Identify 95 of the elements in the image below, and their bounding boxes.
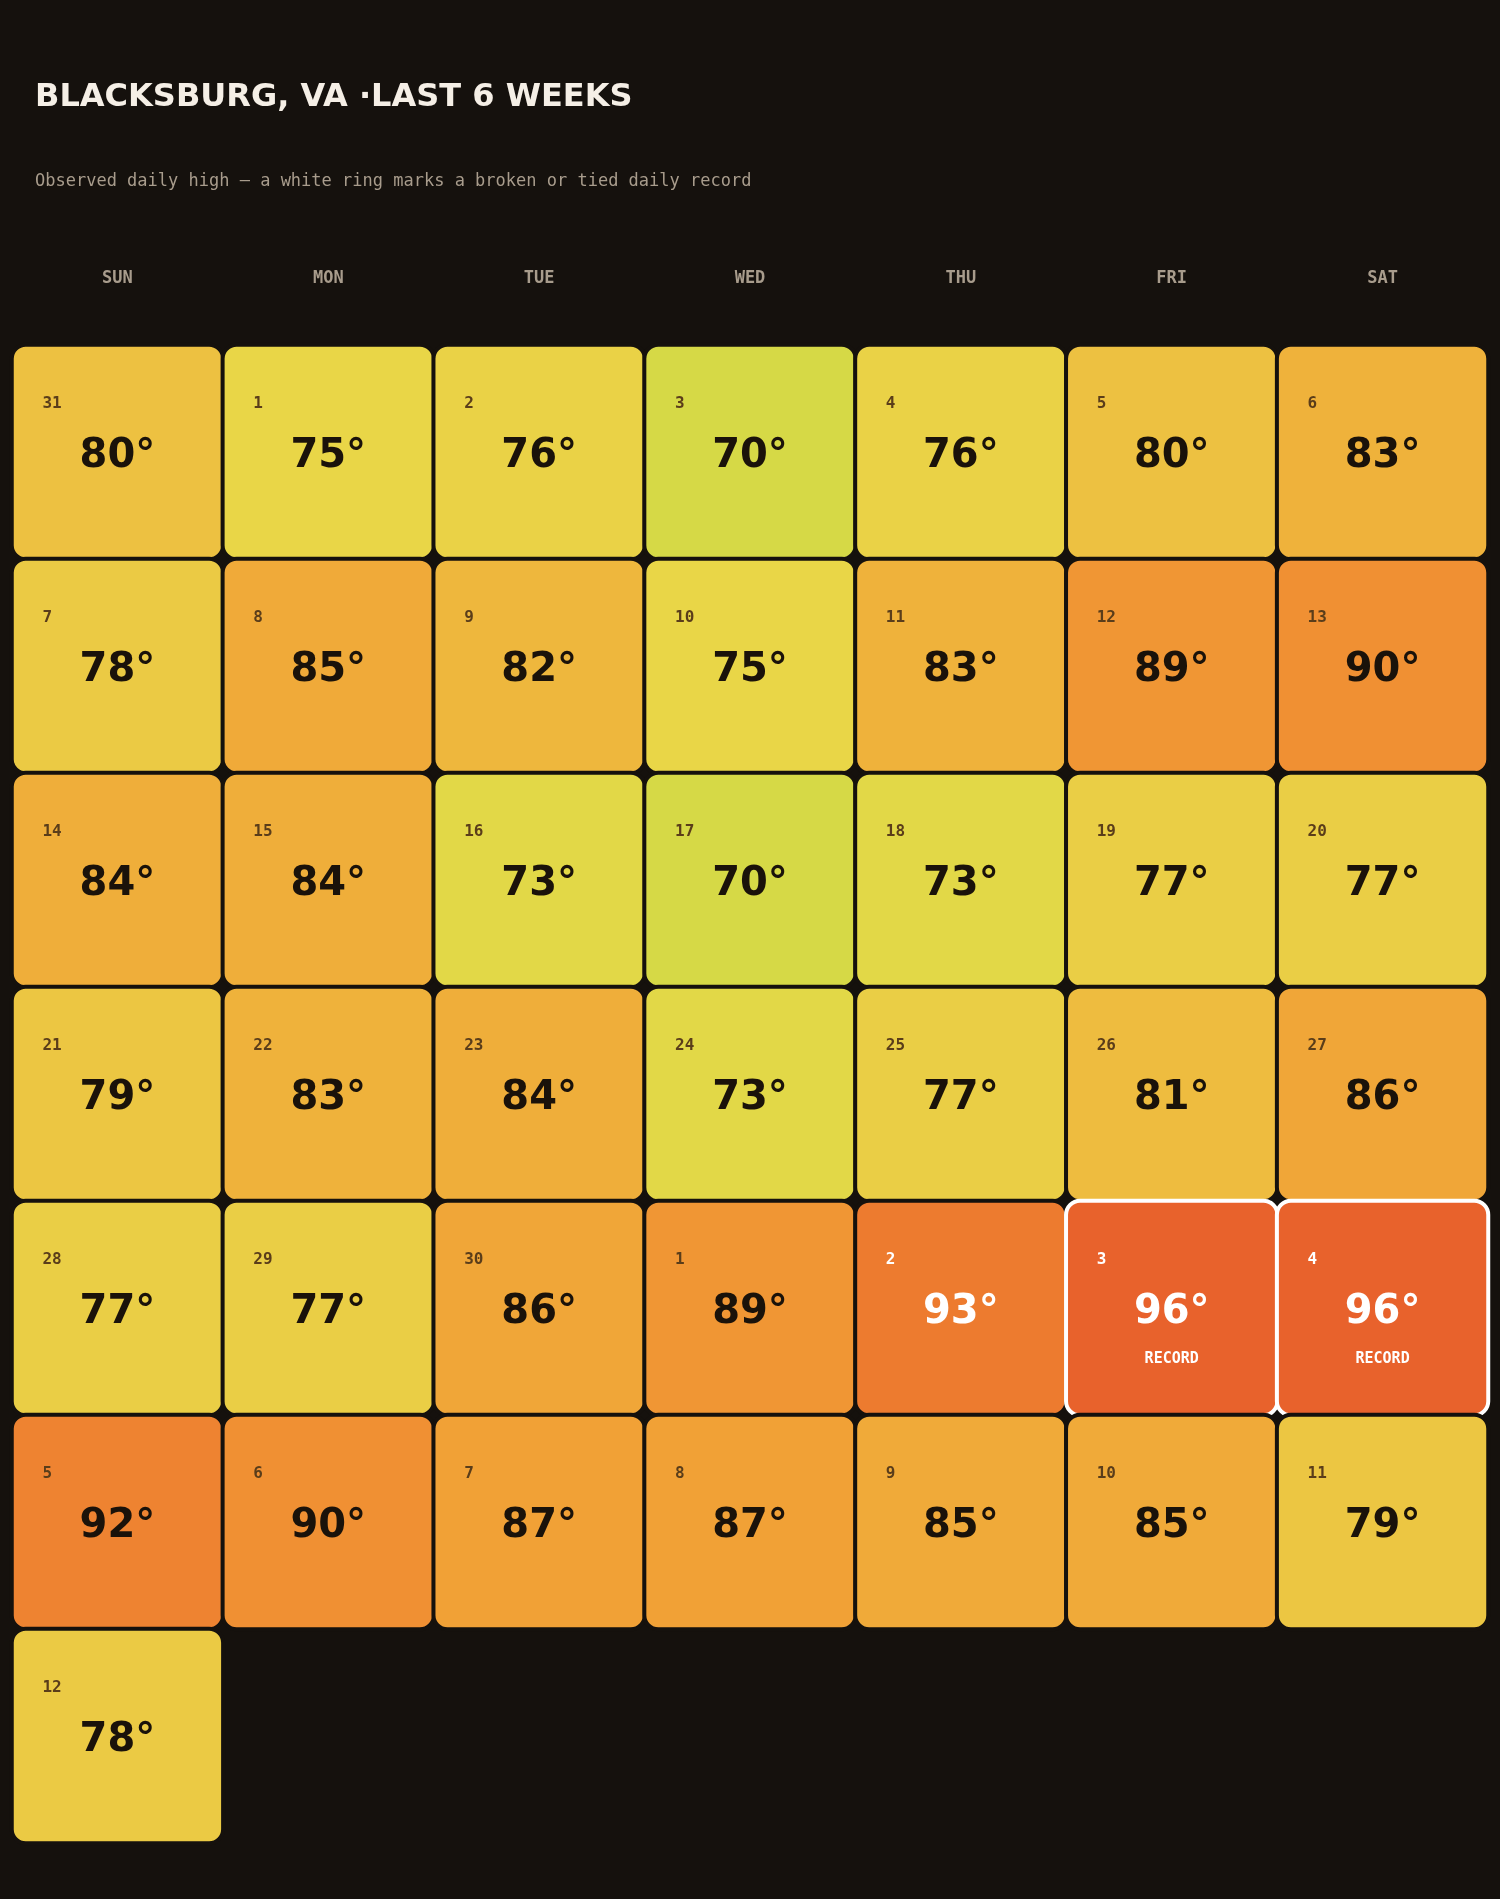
data-label: 86° [1344, 1071, 1421, 1118]
annotation: 21 [42, 1035, 62, 1054]
data-label: 84° [501, 1071, 577, 1118]
data-label: 84° [79, 857, 156, 904]
annotation: 12 [1096, 607, 1116, 626]
data-label: 76° [501, 429, 577, 476]
annotation: 4 [885, 393, 896, 412]
data-label: 84° [290, 857, 367, 904]
data-label: 80° [1133, 429, 1210, 476]
data-label: 90° [290, 1499, 367, 1546]
data-label: 82° [501, 643, 577, 690]
annotation: 6 [253, 1463, 263, 1482]
annotation: 8 [253, 607, 263, 626]
annotation: 19 [1096, 821, 1116, 840]
data-label: 83° [1344, 429, 1421, 476]
annotation: 12 [42, 1677, 62, 1696]
data-label: 83° [290, 1071, 367, 1118]
annotation: 16 [464, 821, 484, 840]
data-label: 90° [1344, 643, 1421, 690]
annotation: 14 [42, 821, 62, 840]
annotation: 9 [885, 1463, 896, 1482]
data-label: 77° [923, 1071, 999, 1118]
annotation: 30 [464, 1249, 484, 1268]
x-tick-label: MON [312, 266, 344, 287]
annotation: 27 [1307, 1035, 1327, 1054]
data-label: 87° [712, 1499, 788, 1546]
annotation: 31 [42, 393, 62, 412]
annotation: 20 [1307, 821, 1327, 840]
data-label: 77° [79, 1285, 156, 1332]
data-label: 73° [501, 857, 577, 904]
annotation: 1 [675, 1249, 685, 1268]
data-label: 77° [1133, 857, 1210, 904]
data-label: 75° [290, 429, 367, 476]
annotation: 28 [42, 1249, 62, 1268]
data-label: 86° [501, 1285, 577, 1332]
data-label: 89° [1133, 643, 1210, 690]
chart-title: BLACKSBURG, VA ·LAST 6 WEEKS [35, 76, 633, 114]
annotation: 10 [675, 607, 695, 626]
x-tick-label: TUE [523, 266, 555, 287]
data-label: 70° [712, 857, 788, 904]
x-tick-label: SAT [1367, 266, 1398, 287]
annotation: 7 [42, 607, 53, 626]
annotation: 26 [1096, 1035, 1116, 1054]
annotation: 15 [253, 821, 273, 840]
data-label: 81° [1133, 1071, 1210, 1118]
data-label: 85° [290, 643, 367, 690]
data-label: 78° [79, 1713, 156, 1760]
data-label: 96° RECORD [1344, 1285, 1421, 1367]
data-label: 96° RECORD [1133, 1285, 1210, 1367]
annotation: 3 [675, 393, 685, 412]
annotation: 5 [42, 1463, 53, 1482]
data-label: 93° [923, 1285, 999, 1332]
annotation: 1 [253, 393, 263, 412]
data-label: 83° [923, 643, 999, 690]
data-label: 92° [79, 1499, 156, 1546]
annotation: 5 [1096, 393, 1107, 412]
x-tick-label: WED [734, 266, 766, 287]
x-tick-label: THU [945, 266, 977, 287]
annotation: 8 [675, 1463, 685, 1482]
chart-subtitle: Observed daily high — a white ring marks a broken or tied daily record [35, 169, 752, 190]
annotation: 17 [675, 821, 695, 840]
data-label: 77° [290, 1285, 367, 1332]
annotation: 6 [1307, 393, 1318, 412]
data-label: 85° [1133, 1499, 1210, 1546]
data-label: 87° [501, 1499, 577, 1546]
data-label: 89° [712, 1285, 788, 1332]
annotation: 22 [253, 1035, 273, 1054]
data-label: 73° [712, 1071, 788, 1118]
data-label: 79° [1344, 1499, 1421, 1546]
data-label: 76° [923, 429, 999, 476]
annotation: 11 [885, 607, 906, 626]
annotation: 9 [464, 607, 474, 626]
annotation: 2 [885, 1249, 896, 1268]
data-label: 75° [712, 643, 788, 690]
data-label: 77° [1344, 857, 1421, 904]
annotation: 3 [1096, 1249, 1107, 1268]
annotation: 18 [885, 821, 906, 840]
data-label: 78° [79, 643, 156, 690]
annotation: 23 [464, 1035, 484, 1054]
data-label: 85° [923, 1499, 999, 1546]
annotation: 24 [675, 1035, 695, 1054]
annotation: 29 [253, 1249, 273, 1268]
annotation: 25 [885, 1035, 906, 1054]
annotation: 7 [464, 1463, 474, 1482]
annotation: 10 [1096, 1463, 1116, 1482]
annotation: 13 [1307, 607, 1327, 626]
x-tick-label: SUN [102, 266, 133, 287]
annotation: 4 [1307, 1249, 1318, 1268]
annotation: 11 [1307, 1463, 1327, 1482]
data-label: 80° [79, 429, 156, 476]
data-label: 73° [923, 857, 999, 904]
data-label: 79° [79, 1071, 156, 1118]
x-tick-label: FRI [1156, 266, 1188, 287]
annotation: 2 [464, 393, 474, 412]
data-label: 70° [712, 429, 788, 476]
